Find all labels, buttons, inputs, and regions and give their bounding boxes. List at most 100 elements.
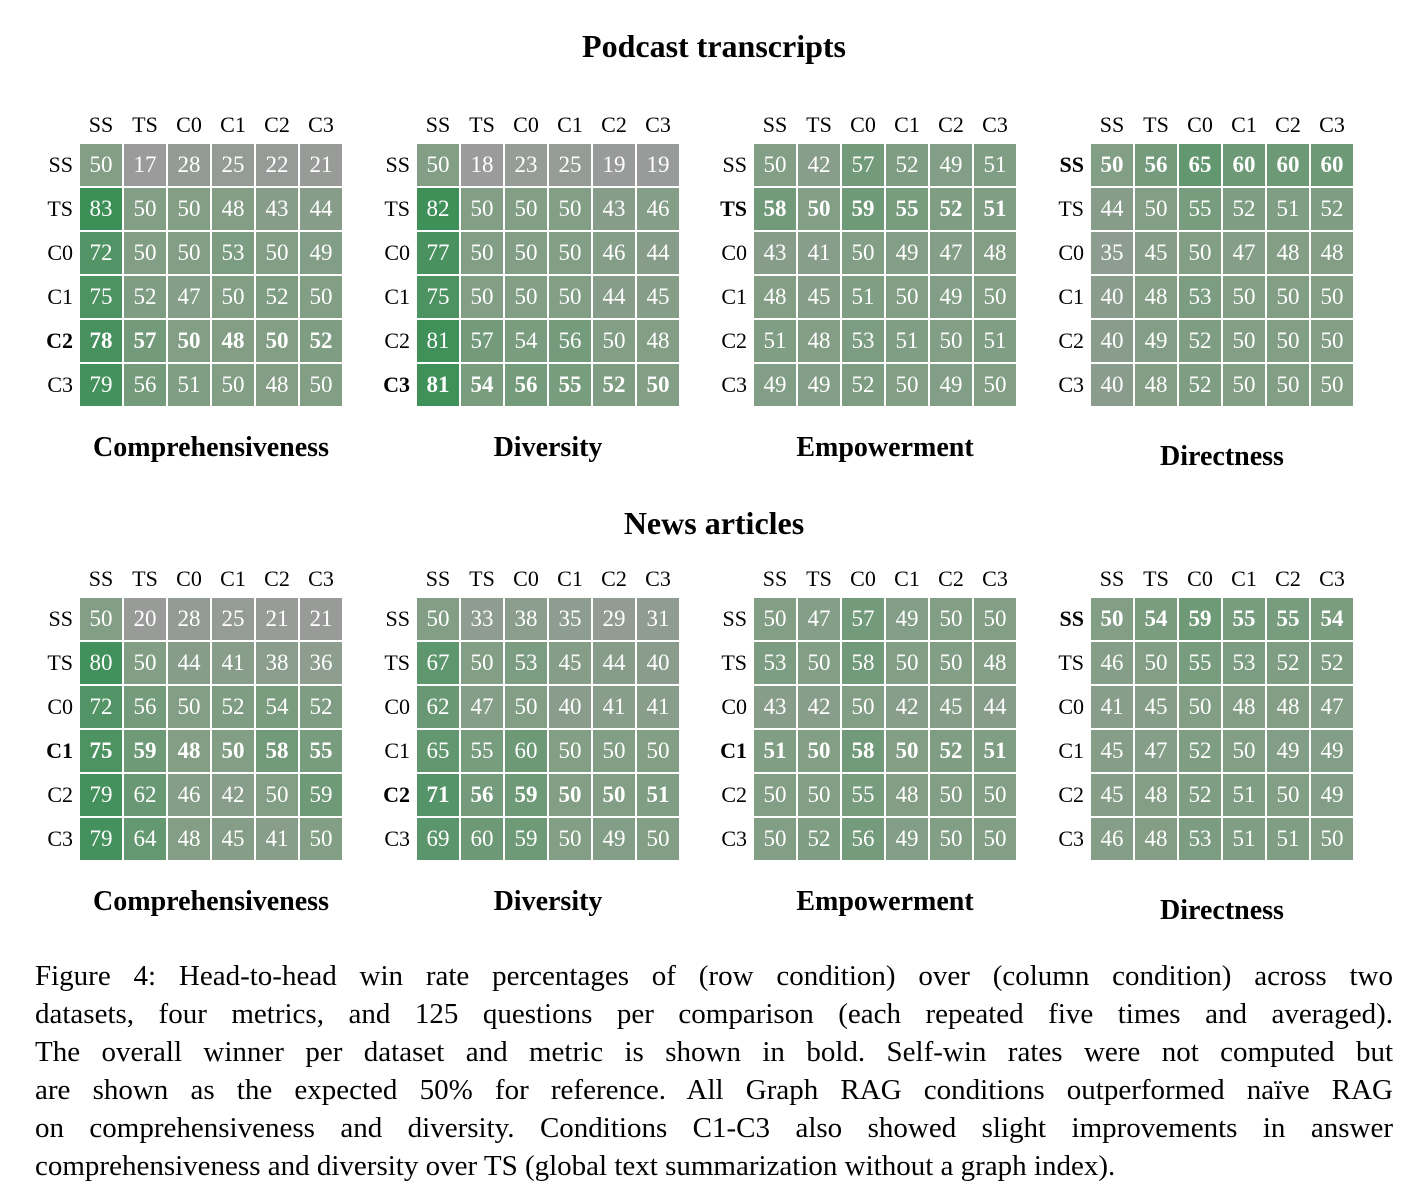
- heatmap-cell: 41: [1091, 686, 1133, 728]
- heatmap-cell: 52: [256, 276, 298, 318]
- heatmap-cell: 19: [593, 144, 635, 186]
- heatmap-cell: 51: [842, 276, 884, 318]
- heatmap-cell: 50: [549, 276, 591, 318]
- col-header: C2: [938, 112, 964, 137]
- heatmap-cell: 35: [549, 598, 591, 640]
- heatmap-cell: 52: [1179, 364, 1221, 406]
- heatmap-cell: 42: [798, 686, 840, 728]
- heatmap-cell: 52: [1311, 642, 1353, 684]
- col-header: TS: [1143, 112, 1169, 137]
- row-header: SS: [385, 606, 410, 631]
- heatmap-cell: 52: [930, 730, 972, 772]
- heatmap-cell: 75: [80, 730, 122, 772]
- dataset-title-news: News articles: [623, 505, 805, 541]
- heatmap-cell: 64: [124, 818, 166, 860]
- heatmap-cell: 59: [842, 188, 884, 230]
- heatmap-cell: 48: [974, 642, 1016, 684]
- heatmap-cell: 57: [842, 598, 884, 640]
- heatmap-cell: 50: [80, 598, 122, 640]
- heatmap-cell: 50: [974, 818, 1016, 860]
- heatmap-cell: 49: [886, 598, 928, 640]
- row-header: C0: [47, 240, 73, 265]
- heatmap-cell: 50: [461, 232, 503, 274]
- heatmap-cell: 48: [754, 276, 796, 318]
- heatmap-cell: 48: [1135, 818, 1177, 860]
- heatmap-cell: 50: [974, 598, 1016, 640]
- heatmap-cell: 50: [974, 364, 1016, 406]
- heatmap-cell: 50: [1311, 818, 1353, 860]
- heatmap-cell: 25: [212, 598, 254, 640]
- heatmap-cell: 50: [256, 320, 298, 362]
- heatmap-cell: 50: [124, 232, 166, 274]
- col-header: SS: [88, 112, 114, 137]
- heatmap-cell: 57: [842, 144, 884, 186]
- row-header: SS: [1059, 606, 1084, 631]
- heatmap-cell: 21: [256, 598, 298, 640]
- row-header: C2: [721, 782, 747, 807]
- heatmap-cell: 50: [80, 144, 122, 186]
- heatmap-cell: 50: [593, 730, 635, 772]
- heatmap-cell: 50: [637, 364, 679, 406]
- heatmap-cell: 50: [754, 774, 796, 816]
- corner-spacer: [34, 562, 78, 596]
- col-header: C1: [894, 566, 920, 591]
- heatmap-cell: 50: [798, 188, 840, 230]
- heatmap-cell: 49: [1135, 320, 1177, 362]
- heatmap-cell: 49: [798, 364, 840, 406]
- heatmap-podcast-diversity: SS TS C0 C1 C2 C3 SS 50 18 23 25 19 19 TS 82 50 50 50 43 46…: [371, 108, 679, 406]
- col-header: C1: [1231, 112, 1257, 137]
- heatmap-cell: 50: [549, 730, 591, 772]
- heatmap-cell: 52: [1179, 730, 1221, 772]
- col-header: SS: [762, 112, 788, 137]
- heatmap-cell: 46: [637, 188, 679, 230]
- row-header: TS: [720, 196, 747, 221]
- heatmap-cell: 45: [1135, 686, 1177, 728]
- heatmap-cell: 48: [1267, 232, 1309, 274]
- heatmap-cell: 77: [417, 232, 459, 274]
- heatmap-cell: 44: [168, 642, 210, 684]
- heatmap-cell: 50: [1135, 642, 1177, 684]
- heatmap-cell: 49: [1311, 774, 1353, 816]
- heatmap-cell: 50: [798, 774, 840, 816]
- heatmap-cell: 54: [1135, 598, 1177, 640]
- heatmap-cell: 49: [754, 364, 796, 406]
- heatmap-cell: 49: [930, 364, 972, 406]
- heatmap-cell: 21: [300, 598, 342, 640]
- caption-line: The overall winner per dataset and metri…: [35, 1036, 1393, 1068]
- heatmap-cell: 82: [417, 188, 459, 230]
- heatmap-cell: 50: [1267, 774, 1309, 816]
- heatmap-cell: 50: [1091, 598, 1133, 640]
- heatmap-cell: 56: [124, 364, 166, 406]
- heatmap-cell: 50: [1179, 686, 1221, 728]
- heatmap-cell: 50: [256, 232, 298, 274]
- heatmap-cell: 50: [549, 188, 591, 230]
- col-header: TS: [469, 112, 495, 137]
- heatmap-cell: 59: [505, 774, 547, 816]
- heatmap-cell: 50: [256, 774, 298, 816]
- heatmap-cell: 48: [1223, 686, 1265, 728]
- heatmap-cell: 81: [417, 320, 459, 362]
- heatmap-cell: 58: [842, 642, 884, 684]
- row-header: C0: [721, 240, 747, 265]
- row-header: C3: [47, 826, 73, 851]
- heatmap-cell: 52: [593, 364, 635, 406]
- col-header: C3: [982, 112, 1008, 137]
- row-header: C0: [384, 240, 410, 265]
- heatmap-cell: 54: [505, 320, 547, 362]
- heatmap-cell: 52: [1311, 188, 1353, 230]
- metric-label: Diversity: [493, 886, 603, 917]
- heatmap-cell: 19: [637, 144, 679, 186]
- col-header: TS: [806, 566, 832, 591]
- heatmap-cell: 79: [80, 364, 122, 406]
- heatmap-cell: 50: [754, 598, 796, 640]
- heatmap-cell: 56: [505, 364, 547, 406]
- heatmap-cell: 52: [930, 188, 972, 230]
- heatmap-cell: 50: [842, 232, 884, 274]
- heatmap-cell: 49: [1267, 730, 1309, 772]
- col-header: C2: [264, 566, 290, 591]
- heatmap-cell: 28: [168, 144, 210, 186]
- col-header: SS: [425, 112, 451, 137]
- heatmap-cell: 50: [1311, 276, 1353, 318]
- heatmap-cell: 46: [1091, 642, 1133, 684]
- heatmap-cell: 50: [798, 642, 840, 684]
